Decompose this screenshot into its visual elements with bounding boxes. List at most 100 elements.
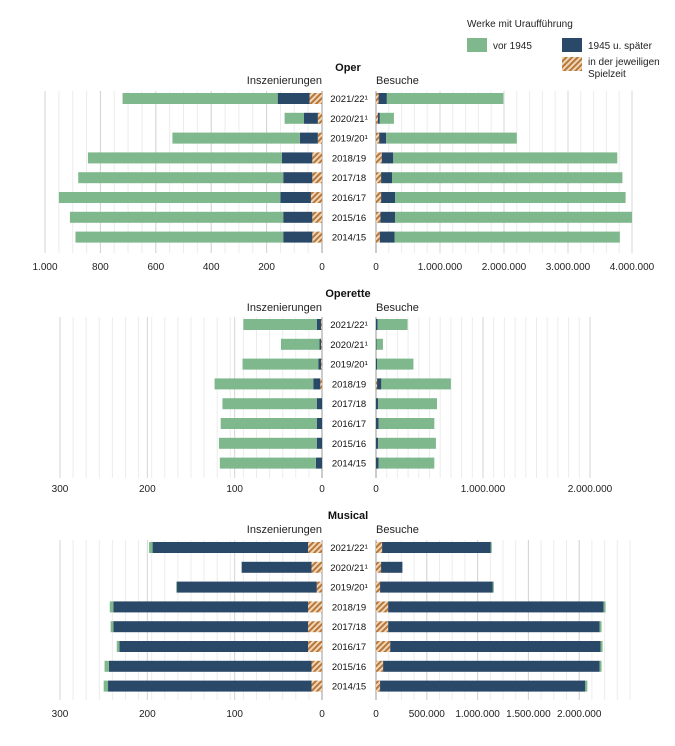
oper-right-label: Besuche — [376, 75, 419, 87]
bar-left-post1945 — [316, 437, 322, 449]
tick-label-right: 2.000.000 — [557, 709, 602, 720]
bar-left-pre1945 — [243, 319, 317, 330]
bar-left-same-season — [317, 112, 322, 124]
operette-right-label: Besuche — [376, 302, 419, 314]
bar-left-same-season — [317, 132, 322, 144]
bar-right-pre1945 — [585, 680, 588, 692]
bar-right-same-season — [376, 621, 389, 633]
season-label: 2014/15 — [332, 233, 366, 244]
bar-right-pre1945 — [492, 581, 494, 593]
panels: 0 200 400 600 800 1.000 0 1.000.000 2.000.000 3.0… — [32, 91, 655, 720]
bar-right-post1945 — [377, 378, 382, 390]
tick-label-left: 600 — [147, 262, 164, 273]
bar-right-same-season — [376, 680, 381, 692]
tick-label-left: 200 — [139, 484, 156, 495]
bar-left-same-season — [309, 93, 322, 104]
season-label: 2016/17 — [332, 419, 366, 430]
season-label: 2018/19 — [332, 153, 366, 164]
bar-right-post1945 — [376, 437, 379, 449]
tick-label-right: 500.000 — [409, 709, 446, 720]
legend-swatch-post1945 — [562, 38, 582, 52]
bar-right-post1945 — [388, 601, 604, 613]
bar-left-post1945 — [277, 93, 310, 104]
bar-left-same-season — [308, 621, 322, 633]
bar-left-pre1945 — [280, 338, 320, 350]
bar-left-pre1945 — [214, 378, 314, 390]
bar-right-same-season — [376, 192, 382, 203]
bar-right-pre1945 — [376, 338, 383, 350]
bar-left-post1945 — [113, 621, 309, 633]
bar-right-post1945 — [381, 561, 403, 573]
tick-label-right: 3.000.000 — [546, 262, 591, 273]
panel-title-oper: Oper — [335, 62, 361, 74]
musical-right-label: Besuche — [376, 524, 419, 536]
legend-label-pre1945: vor 1945 — [493, 41, 532, 52]
bar-right-pre1945 — [378, 457, 435, 469]
season-label: 2018/19 — [332, 602, 366, 613]
bar-left-pre1945 — [222, 398, 317, 410]
bar-right-post1945 — [377, 112, 380, 124]
bar-right-post1945 — [388, 621, 600, 633]
bar-right-same-season — [376, 581, 381, 593]
tick-label-left: 100 — [226, 709, 243, 720]
bar-left-post1945 — [299, 132, 318, 144]
bar-right-pre1945 — [393, 152, 618, 164]
season-label: 2014/15 — [332, 459, 366, 470]
bar-left-pre1945 — [69, 211, 284, 223]
legend: Werke mit Uraufführung vor 1945 1945 u. … — [467, 19, 660, 80]
bar-left-same-season — [311, 561, 322, 573]
bar-left-post1945 — [119, 641, 309, 652]
bar-left-pre1945 — [218, 437, 317, 449]
bar-left-post1945 — [303, 112, 318, 124]
bar-left-pre1945 — [219, 457, 316, 469]
tick-label-left: 300 — [52, 484, 69, 495]
bar-right-pre1945 — [377, 319, 408, 330]
musical-left-label: Inszenierungen — [247, 524, 322, 536]
bar-right-post1945 — [376, 358, 378, 370]
tick-label-left: 800 — [92, 262, 109, 273]
bar-right-same-season — [376, 93, 379, 104]
tick-label-right: 0 — [373, 709, 379, 720]
legend-swatch-pre1945 — [467, 38, 487, 52]
bar-right-same-season — [376, 641, 391, 652]
bar-right-same-season — [376, 152, 382, 164]
bar-left-same-season — [321, 338, 322, 350]
bar-right-pre1945 — [599, 660, 602, 672]
bar-right-post1945 — [381, 152, 394, 164]
bar-left-post1945 — [108, 680, 312, 692]
bar-right-same-season — [376, 542, 383, 553]
bar-right-same-season — [376, 211, 381, 223]
bar-left-post1945 — [319, 338, 322, 350]
bar-left-post1945 — [316, 319, 322, 330]
tick-label-left: 200 — [139, 709, 156, 720]
bar-right-pre1945 — [490, 542, 492, 553]
bar-right-post1945 — [380, 581, 493, 593]
bar-right-pre1945 — [600, 641, 603, 652]
operette-left-label: Inszenierungen — [247, 302, 322, 314]
bar-left-same-season — [308, 601, 322, 613]
tick-label-right: 0 — [373, 262, 379, 273]
tick-label-left: 200 — [258, 262, 275, 273]
bar-right-same-season — [376, 561, 382, 573]
bar-right-pre1945 — [378, 398, 437, 410]
bar-right-pre1945 — [599, 621, 602, 633]
season-label: 2015/16 — [332, 439, 366, 450]
season-label: 2019/20¹ — [330, 134, 368, 145]
bar-left-post1945 — [177, 581, 317, 593]
bar-left-pre1945 — [110, 621, 114, 633]
season-label: 2017/18 — [332, 622, 366, 633]
bar-left-same-season — [312, 231, 322, 243]
bar-right-pre1945 — [386, 132, 517, 144]
bar-left-pre1945 — [109, 601, 114, 613]
tick-label-left: 0 — [319, 262, 325, 273]
bar-right-post1945 — [376, 319, 378, 330]
bar-left-pre1945 — [242, 358, 319, 370]
bar-right-post1945 — [381, 172, 392, 184]
bar-left-post1945 — [241, 561, 312, 573]
bar-left-post1945 — [315, 457, 322, 469]
bar-left-same-season — [308, 542, 322, 553]
bar-left-pre1945 — [116, 641, 120, 652]
season-label: 2018/19 — [332, 379, 366, 390]
bar-left-post1945 — [283, 231, 313, 243]
